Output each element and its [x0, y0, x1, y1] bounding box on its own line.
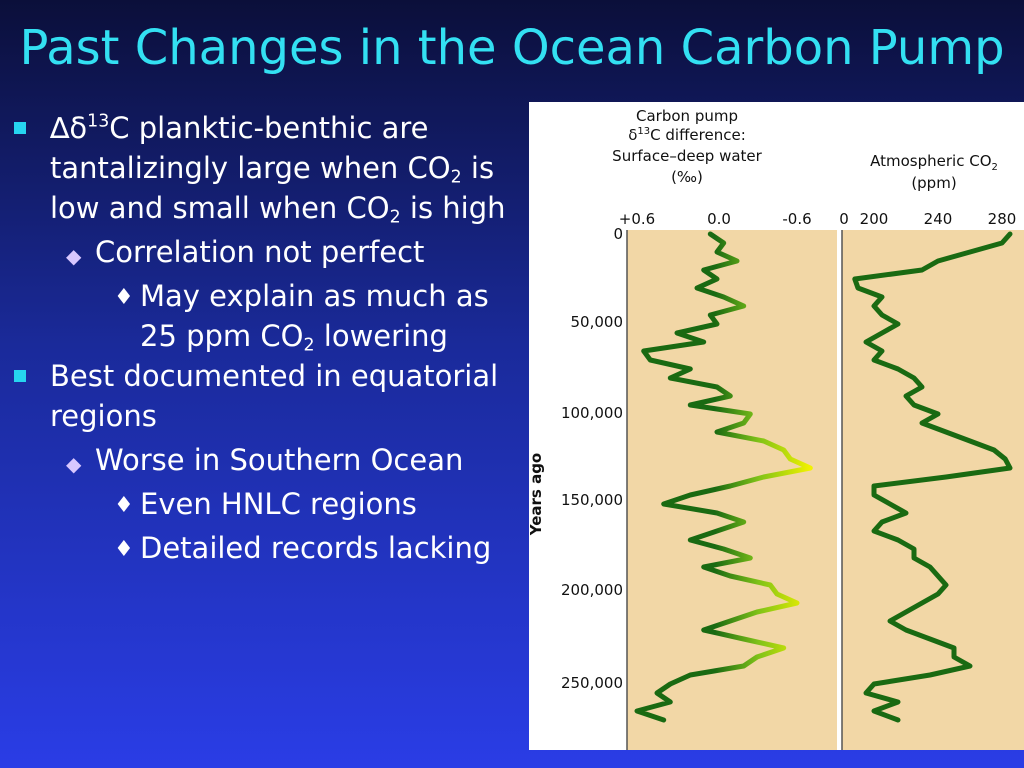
y-tick-label: 150,000: [561, 491, 623, 509]
y-tick-label: 250,000: [561, 674, 623, 692]
panel1-title-line3: Surface–deep water: [612, 147, 762, 165]
y-tick-label: 200,000: [561, 581, 623, 599]
x-tick-label: 240: [924, 210, 953, 228]
x-tick-label: 0.0: [707, 210, 731, 228]
bullet-item: Best documented in equatorial regions: [8, 356, 518, 436]
panel1-title-line2: δ13C difference:: [628, 126, 746, 144]
panel2-title-line2: (ppm): [911, 174, 956, 192]
panel1-title-line4: (‰): [671, 168, 703, 186]
chart-svg: Carbon pump δ13C difference: Surface–dee…: [527, 107, 1024, 750]
sub-sub-bullet-item: ♦ Even HNLC regions: [8, 484, 518, 524]
bullet-item: ∆δ13C planktic-benthic are tantalizingly…: [8, 108, 518, 228]
panel1-title-line1: Carbon pump: [636, 107, 738, 125]
x-tick-label: 200: [860, 210, 889, 228]
square-bullet-icon: [14, 370, 26, 382]
panel2-title-line1: Atmospheric CO2: [870, 152, 998, 173]
panel1-plot-area: [627, 230, 837, 750]
small-diamond-bullet-icon: ♦: [114, 285, 134, 310]
y-axis-label: Years ago: [529, 453, 545, 537]
slide-title: Past Changes in the Ocean Carbon Pump: [19, 20, 1005, 76]
x-tick-label: 0: [839, 210, 849, 228]
x-tick-label: 280: [988, 210, 1017, 228]
sub-sub-bullet-item: ♦ Detailed records lacking: [8, 528, 518, 568]
sub-bullet-item: ◆ Worse in Southern Ocean: [8, 440, 518, 480]
atmospheric-co2-series-line: [852, 231, 1013, 723]
chart-figure: Carbon pump δ13C difference: Surface–dee…: [527, 102, 1024, 750]
sub-bullet-item: ◆ Correlation not perfect: [8, 232, 518, 272]
x-tick-label: +0.6: [619, 210, 655, 228]
small-diamond-bullet-icon: ♦: [114, 537, 134, 562]
x-tick-label: -0.6: [782, 210, 811, 228]
y-tick-label: 50,000: [571, 313, 624, 331]
diamond-bullet-icon: ◆: [66, 244, 82, 268]
bullet-list: ∆δ13C planktic-benthic are tantalizingly…: [8, 108, 518, 568]
sub-sub-bullet-item: ♦ May explain as much as 25 ppm CO2 lowe…: [114, 279, 489, 356]
carbon-pump-series-line: [634, 231, 813, 723]
y-tick-label: 0: [613, 225, 623, 243]
square-bullet-icon: [14, 122, 26, 134]
y-tick-label: 100,000: [561, 404, 623, 422]
diamond-bullet-icon: ◆: [66, 452, 82, 476]
small-diamond-bullet-icon: ♦: [114, 493, 134, 518]
